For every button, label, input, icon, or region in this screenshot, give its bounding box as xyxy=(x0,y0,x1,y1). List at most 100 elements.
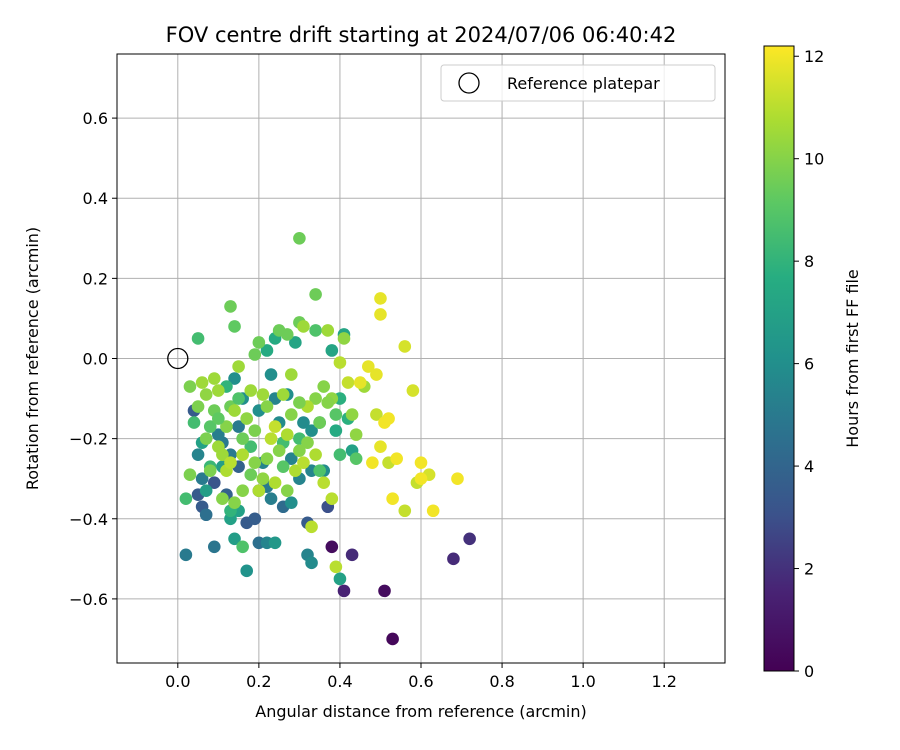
data-point xyxy=(289,464,302,477)
data-point xyxy=(378,584,391,598)
data-point xyxy=(216,492,229,506)
data-point xyxy=(309,288,322,301)
data-point xyxy=(264,432,278,445)
data-point xyxy=(248,456,262,469)
data-point xyxy=(256,388,270,401)
data-point xyxy=(212,412,225,425)
data-point xyxy=(321,396,335,409)
data-point xyxy=(280,428,294,441)
data-point xyxy=(325,540,339,554)
y-tick-label: −0.2 xyxy=(69,430,108,449)
data-point xyxy=(386,632,399,646)
data-point xyxy=(244,440,258,453)
data-point xyxy=(276,388,290,401)
chart-title: FOV centre drift starting at 2024/07/06 … xyxy=(166,23,677,47)
data-point xyxy=(232,392,245,405)
data-point xyxy=(309,448,322,461)
data-point xyxy=(284,496,298,510)
data-point xyxy=(374,292,387,305)
colorbar-frame xyxy=(763,45,795,672)
y-axis-label: Rotation from reference (arcmin) xyxy=(23,227,42,490)
legend-entry-reference-platepar: Reference platepar xyxy=(507,74,660,93)
data-point xyxy=(191,332,205,345)
data-point xyxy=(199,484,213,498)
data-point xyxy=(353,376,367,389)
colorbar-tick-label: 12 xyxy=(804,47,824,66)
data-point xyxy=(236,540,249,554)
data-point xyxy=(313,416,326,429)
data-point xyxy=(244,468,258,481)
x-tick-label: 0.2 xyxy=(246,672,271,691)
data-point xyxy=(374,440,387,453)
data-point xyxy=(207,476,221,490)
data-point xyxy=(224,456,237,469)
data-point xyxy=(199,508,213,522)
data-point xyxy=(179,548,193,562)
data-point xyxy=(325,344,339,357)
data-point xyxy=(362,360,375,373)
data-point xyxy=(305,556,318,570)
data-point xyxy=(370,368,383,381)
data-point xyxy=(216,448,229,461)
colorbar-tick-label: 10 xyxy=(804,150,824,169)
colorbar-tick-label: 2 xyxy=(804,560,814,579)
data-point xyxy=(463,532,476,546)
data-point xyxy=(228,372,241,385)
data-point xyxy=(212,428,225,441)
colorbar-gradient xyxy=(764,46,794,671)
data-point xyxy=(284,408,298,421)
data-point xyxy=(398,504,412,518)
data-point xyxy=(293,396,306,409)
data-point xyxy=(236,484,249,498)
data-point xyxy=(305,520,318,534)
data-point xyxy=(220,420,233,433)
data-point xyxy=(366,456,379,469)
data-point xyxy=(451,472,464,485)
data-point xyxy=(232,360,245,373)
data-point xyxy=(260,400,274,413)
scatter-points xyxy=(179,232,476,646)
data-point xyxy=(183,380,197,393)
y-tick-label: −0.6 xyxy=(69,590,108,609)
data-point xyxy=(345,408,359,421)
data-point xyxy=(406,384,420,397)
y-tick-label: −0.4 xyxy=(69,510,108,529)
data-point xyxy=(228,496,241,510)
data-point xyxy=(203,420,217,433)
data-point xyxy=(272,444,286,457)
colorbar-tick-label: 0 xyxy=(804,662,814,681)
data-point xyxy=(232,420,245,433)
data-point xyxy=(398,340,412,353)
data-point xyxy=(240,412,254,425)
data-point xyxy=(179,492,193,506)
legend: Reference platepar xyxy=(440,64,716,102)
reference-platepar-marker xyxy=(167,347,189,370)
y-tick-label: 0.4 xyxy=(83,189,108,208)
y-axis-ticks: 0.6 0.4 0.2 0.0 −0.2 −0.4 −0.6 xyxy=(69,109,117,609)
data-point xyxy=(382,412,395,425)
data-point xyxy=(370,408,383,421)
data-point xyxy=(203,464,217,477)
x-tick-label: 1.2 xyxy=(651,672,676,691)
colorbar-ticks: 0 2 4 6 8 10 12 xyxy=(794,47,824,681)
data-point xyxy=(333,356,347,369)
data-point xyxy=(349,428,363,441)
data-point xyxy=(284,368,298,381)
data-point xyxy=(345,548,359,562)
data-point xyxy=(329,424,343,437)
data-point xyxy=(264,368,278,381)
data-point xyxy=(374,308,387,321)
data-point xyxy=(414,456,428,469)
data-point xyxy=(321,324,335,337)
y-tick-label: 0.0 xyxy=(83,350,108,369)
data-point xyxy=(212,384,225,397)
data-point xyxy=(349,452,363,465)
data-point xyxy=(195,376,209,389)
data-point xyxy=(293,232,306,245)
x-tick-label: 0.6 xyxy=(408,672,433,691)
data-point xyxy=(224,300,237,313)
data-point xyxy=(195,472,209,485)
plot-area xyxy=(116,53,726,664)
data-point xyxy=(207,372,221,385)
